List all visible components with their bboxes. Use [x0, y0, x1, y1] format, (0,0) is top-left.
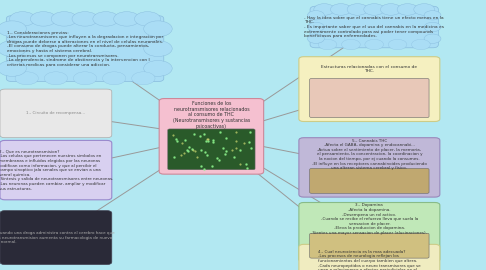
Circle shape	[308, 11, 324, 20]
Circle shape	[347, 4, 368, 15]
Text: 1.- Consideraciones previas:
-Los neurotransmisores que influyen a la degradacio: 1.- Consideraciones previas: -Los neurot…	[7, 31, 163, 67]
Circle shape	[93, 12, 119, 26]
Text: 5.- Cannabis THC
-Afecta el GABA, dopamina y endocannabi...
-Actua sobre el sent: 5.- Cannabis THC -Afecta el GABA, dopami…	[312, 139, 427, 170]
Circle shape	[144, 60, 172, 76]
Circle shape	[51, 12, 77, 26]
FancyBboxPatch shape	[168, 129, 255, 170]
FancyBboxPatch shape	[0, 211, 112, 265]
Circle shape	[424, 11, 441, 20]
FancyBboxPatch shape	[310, 233, 429, 258]
FancyBboxPatch shape	[6, 16, 164, 82]
Circle shape	[314, 4, 335, 15]
Text: Estructuras relacionadas con el consumo de
THC.: Estructuras relacionadas con el consumo …	[321, 65, 417, 73]
Circle shape	[318, 39, 337, 50]
Circle shape	[388, 39, 407, 50]
FancyBboxPatch shape	[310, 168, 429, 193]
Circle shape	[365, 39, 383, 50]
Circle shape	[135, 12, 160, 26]
Text: 1.- Circuito de recompensa...: 1.- Circuito de recompensa...	[26, 112, 86, 115]
FancyBboxPatch shape	[0, 140, 112, 200]
FancyBboxPatch shape	[310, 6, 438, 48]
Circle shape	[308, 34, 324, 43]
Circle shape	[144, 41, 172, 56]
Circle shape	[330, 4, 351, 15]
Circle shape	[73, 72, 97, 85]
Circle shape	[397, 4, 418, 15]
FancyBboxPatch shape	[299, 138, 440, 197]
Circle shape	[30, 12, 56, 26]
Circle shape	[132, 72, 155, 85]
Text: Funciones de los
neurotransmisores relacionados
al consumo de THC
(Neurotransmis: Funciones de los neurotransmisores relac…	[173, 101, 250, 129]
Circle shape	[0, 60, 26, 76]
Text: Cuando una droga administra contra el cerebro hace que
la neurotransmision aumen: Cuando una droga administra contra el ce…	[0, 231, 115, 244]
Circle shape	[308, 22, 324, 32]
FancyBboxPatch shape	[0, 89, 112, 138]
Text: - Hay la idea sobre que el cannabis tiene un efecto menos en la
THC.
- Es import: - Hay la idea sobre que el cannabis tien…	[304, 16, 444, 38]
FancyBboxPatch shape	[310, 79, 429, 117]
Circle shape	[412, 39, 430, 50]
Circle shape	[424, 22, 441, 32]
Text: 3.- Dopamina
-Afecta la dopamina.
-Desempena un rol activo.
-Cuando se recibe el: 3.- Dopamina -Afecta la dopamina. -Desem…	[312, 203, 427, 235]
FancyBboxPatch shape	[299, 57, 440, 122]
Text: 2.- Que es neurotransmision?
-Los celulas que pertenecen nuestros simbolos en
me: 2.- Que es neurotransmision? -Los celula…	[0, 150, 113, 191]
Circle shape	[10, 12, 35, 26]
Circle shape	[103, 72, 126, 85]
Circle shape	[342, 39, 360, 50]
FancyBboxPatch shape	[299, 244, 440, 270]
Circle shape	[144, 21, 172, 37]
Circle shape	[114, 12, 140, 26]
Circle shape	[15, 72, 38, 85]
Circle shape	[44, 72, 68, 85]
Circle shape	[424, 34, 441, 43]
Circle shape	[381, 4, 401, 15]
FancyBboxPatch shape	[299, 202, 440, 262]
FancyBboxPatch shape	[159, 99, 263, 174]
Circle shape	[72, 12, 98, 26]
Text: 4.- Cual neurociencia es la mas adecuada?
-Los procesos de neurologia reflejan l: 4.- Cual neurociencia es la mas adecuada…	[318, 250, 421, 270]
Circle shape	[0, 41, 26, 56]
Circle shape	[414, 4, 434, 15]
Circle shape	[0, 21, 26, 37]
Circle shape	[364, 4, 384, 15]
